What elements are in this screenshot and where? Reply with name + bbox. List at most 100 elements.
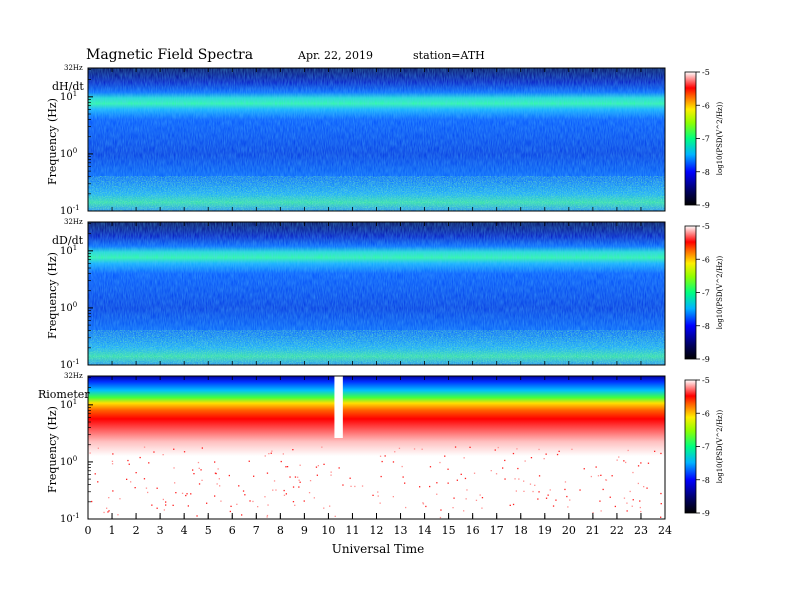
noise-speck (241, 514, 243, 516)
y-tick-label: 10-1 (60, 204, 80, 217)
panel-label: dH/dt (52, 80, 84, 93)
noise-speck (174, 482, 176, 484)
spectrogram-image (88, 376, 665, 519)
noise-speck (380, 475, 382, 478)
noise-speck (495, 473, 498, 475)
noise-speck (197, 461, 200, 464)
noise-speck (532, 490, 534, 493)
colorbar: -5 -6 -7 -8 -9 log10(PSD(V^2/Hz)) (684, 68, 724, 210)
spectrogram-lowfreq-noise (88, 330, 665, 365)
noise-speck (422, 503, 425, 505)
colorbar-tick-label: -5 (702, 222, 710, 231)
noise-speck (156, 487, 158, 489)
noise-speck (545, 497, 548, 499)
y-tick-label: 101 (60, 244, 77, 257)
x-tick-label: 19 (538, 524, 552, 537)
noise-speck (257, 506, 259, 508)
noise-speck (190, 493, 192, 495)
noise-speck (186, 493, 188, 495)
noise-speck (294, 504, 296, 506)
noise-speck (660, 492, 662, 495)
x-tick-label: 20 (562, 524, 576, 537)
x-tick-label: 11 (345, 524, 359, 537)
noise-speck (130, 481, 132, 483)
noise-speck (361, 485, 364, 487)
noise-speck (266, 516, 268, 518)
noise-speck (616, 459, 618, 461)
noise-speck (156, 507, 158, 509)
noise-speck (297, 476, 299, 478)
noise-speck (294, 476, 297, 478)
noise-speck (632, 499, 634, 501)
noise-speck (111, 460, 114, 462)
noise-speck (165, 501, 167, 503)
noise-speck (463, 457, 465, 459)
x-tick-label: 9 (301, 524, 308, 537)
noise-speck (504, 459, 506, 462)
noise-speck (289, 476, 291, 478)
noise-speck (162, 498, 164, 501)
noise-speck (330, 471, 332, 473)
x-tick-label: 15 (442, 524, 456, 537)
noise-speck (429, 466, 432, 468)
noise-speck (569, 499, 571, 501)
noise-speck (108, 510, 110, 512)
noise-speck (201, 479, 203, 481)
noise-speck (173, 467, 175, 469)
noise-speck (401, 465, 403, 468)
noise-speck (447, 482, 449, 484)
colorbar-tick-label: -9 (702, 201, 710, 210)
noise-speck (127, 459, 129, 462)
noise-speck (469, 446, 471, 448)
colorbar: -5 -6 -7 -8 -9 log10(PSD(V^2/Hz)) (684, 376, 724, 518)
colorbar-scale (684, 379, 697, 514)
noise-speck (377, 491, 379, 493)
noise-speck (422, 502, 424, 504)
noise-speck (292, 486, 295, 488)
noise-speck (379, 455, 382, 457)
colorbar-tick-label: -8 (702, 476, 710, 485)
x-tick-label: 1 (109, 524, 116, 537)
noise-speck (473, 472, 476, 474)
noise-speck (342, 484, 344, 486)
noise-speck (214, 495, 216, 497)
noise-speck (187, 505, 189, 507)
noise-speck (206, 502, 208, 504)
y-tick-label: 100 (60, 147, 77, 160)
noise-speck (292, 501, 295, 503)
y-axis-label: Frequency (Hz) (46, 98, 59, 185)
colorbar-tick-label: -8 (702, 322, 710, 331)
noise-speck (494, 449, 496, 451)
noise-speck (639, 500, 641, 502)
noise-speck (583, 468, 585, 470)
noise-speck (309, 480, 312, 482)
noise-speck (183, 451, 186, 453)
colorbar: -5 -6 -7 -8 -9 log10(PSD(V^2/Hz)) (684, 222, 724, 364)
noise-speck (298, 479, 300, 481)
x-tick-label: 5 (205, 524, 212, 537)
noise-speck (626, 510, 628, 512)
noise-speck (465, 498, 467, 500)
noise-speck (429, 485, 431, 488)
colorbar-tick-label: -7 (702, 443, 710, 452)
noise-speck (599, 500, 601, 502)
noise-speck (89, 452, 91, 454)
colorbar-label: log10(PSD(V^2/Hz)) (716, 410, 724, 484)
noise-speck (421, 448, 423, 450)
noise-speck (217, 468, 219, 470)
noise-speck (625, 461, 627, 464)
noise-speck (106, 507, 108, 509)
noise-speck (273, 480, 276, 482)
colorbar-tick-label: -6 (702, 255, 710, 264)
noise-speck (516, 448, 518, 450)
noise-speck (447, 468, 449, 470)
noise-speck (556, 453, 559, 456)
noise-speck (545, 453, 547, 455)
noise-speck (198, 483, 201, 485)
noise-speck (196, 515, 198, 517)
colorbar-tick-label: -9 (702, 509, 710, 518)
noise-speck (286, 466, 289, 468)
